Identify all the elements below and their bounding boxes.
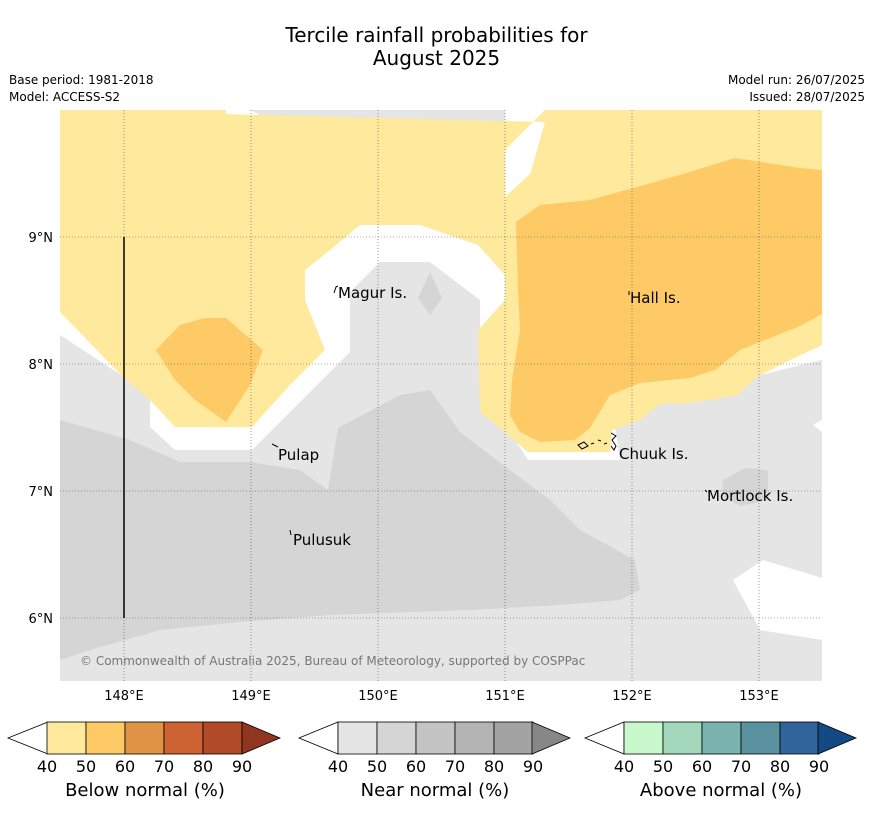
place-label-pulap: Pulap xyxy=(278,446,319,464)
near-normal-50-region xyxy=(418,272,442,315)
colorbar-bin xyxy=(779,721,820,755)
colorbar-tick-label: 80 xyxy=(193,757,213,776)
near-normal-50-region xyxy=(722,468,768,506)
lon-tick-label: 148°E xyxy=(104,689,144,704)
lat-tick-label: 6°N xyxy=(29,612,54,627)
colorbar-tick-label: 60 xyxy=(692,757,712,776)
base-period-label: Base period: 1981-2018 xyxy=(9,73,154,87)
place-label-mortlock: Mortlock Is. xyxy=(707,487,793,505)
below-normal-legend-label: Below normal (%) xyxy=(65,780,225,801)
colorbar-under-arrow xyxy=(297,721,339,755)
colorbar-bin xyxy=(493,721,534,755)
colorbar-tick-label: 70 xyxy=(445,757,465,776)
colorbar-tick-label: 70 xyxy=(154,757,174,776)
colorbar-tick-label: 70 xyxy=(731,757,751,776)
colorbar-tick-label: 60 xyxy=(115,757,135,776)
colorbar-tick-label: 50 xyxy=(76,757,96,776)
colorbar-under-arrow xyxy=(6,721,49,755)
lon-tick-label: 150°E xyxy=(358,689,398,704)
issued-label: Issued: 28/07/2025 xyxy=(749,90,865,104)
map-title-line-2: August 2025 xyxy=(372,46,501,70)
colorbar-bin xyxy=(662,721,703,755)
colorbar-tick-label: 60 xyxy=(406,757,426,776)
colorbar-tick-label: 40 xyxy=(37,757,57,776)
below-normal-colorbar: 40 50 60 70 80 90 xyxy=(6,721,282,776)
colorbar-tick-label: 90 xyxy=(232,757,252,776)
model-run-label: Model run: 26/07/2025 xyxy=(727,73,865,87)
lat-tick-label: 7°N xyxy=(29,485,54,500)
colorbar-bin xyxy=(85,721,126,755)
colorbar-over-arrow xyxy=(241,721,282,755)
colorbar-bin xyxy=(740,721,781,755)
colorbar-tick-label: 80 xyxy=(484,757,504,776)
colorbar-bin xyxy=(415,721,456,755)
below-normal-50-region xyxy=(510,158,822,442)
below-normal-50-region xyxy=(156,318,263,422)
colorbar-over-arrow xyxy=(531,721,572,755)
colorbar-tick-label: 40 xyxy=(328,757,348,776)
map-title-line-1: Tercile rainfall probabilities for xyxy=(285,23,588,47)
colorbar-bin xyxy=(376,721,417,755)
colorbar-tick-label: 90 xyxy=(523,757,543,776)
above-normal-colorbar: 40 50 60 70 80 90 xyxy=(583,721,858,776)
colorbar-bin xyxy=(701,721,742,755)
white-gap-region xyxy=(813,420,822,432)
colorbar-tick-label: 50 xyxy=(653,757,673,776)
colorbar-bin xyxy=(337,721,378,755)
near-normal-50-region xyxy=(60,390,640,660)
place-label-magur: Magur Is. xyxy=(338,284,407,302)
lon-tick-label: 151°E xyxy=(485,689,525,704)
colorbar-bin xyxy=(202,721,243,755)
place-label-hall: Hall Is. xyxy=(630,289,681,307)
colorbar-over-arrow xyxy=(817,721,858,755)
colorbar-bin xyxy=(454,721,495,755)
colorbar-under-arrow xyxy=(583,721,625,755)
island-outlines xyxy=(271,285,708,536)
place-label-chuuk: Chuuk Is. xyxy=(619,445,688,463)
model-label: Model: ACCESS-S2 xyxy=(9,90,121,104)
lon-tick-label: 149°E xyxy=(231,689,271,704)
lon-tick-label: 153°E xyxy=(739,689,779,704)
colorbar-bin xyxy=(163,721,204,755)
place-label-pulusuk: Pulusuk xyxy=(293,531,351,549)
colorbar-tick-label: 40 xyxy=(614,757,634,776)
near-normal-colorbar: 40 50 60 70 80 90 xyxy=(297,721,572,776)
above-normal-legend-label: Above normal (%) xyxy=(639,780,803,801)
lat-tick-label: 8°N xyxy=(29,358,54,373)
colorbar-bin xyxy=(46,721,87,755)
lon-tick-label: 152°E xyxy=(612,689,652,704)
colorbar-bin xyxy=(124,721,165,755)
colorbar-bin xyxy=(623,721,664,755)
copyright-text: © Commonwealth of Australia 2025, Bureau… xyxy=(80,654,585,668)
lat-tick-label: 9°N xyxy=(29,231,54,246)
colorbar-tick-label: 90 xyxy=(809,757,829,776)
white-gap-region xyxy=(733,560,822,640)
colorbar-tick-label: 50 xyxy=(367,757,387,776)
near-normal-legend-label: Near normal (%) xyxy=(360,780,510,801)
colorbar-tick-label: 80 xyxy=(770,757,790,776)
